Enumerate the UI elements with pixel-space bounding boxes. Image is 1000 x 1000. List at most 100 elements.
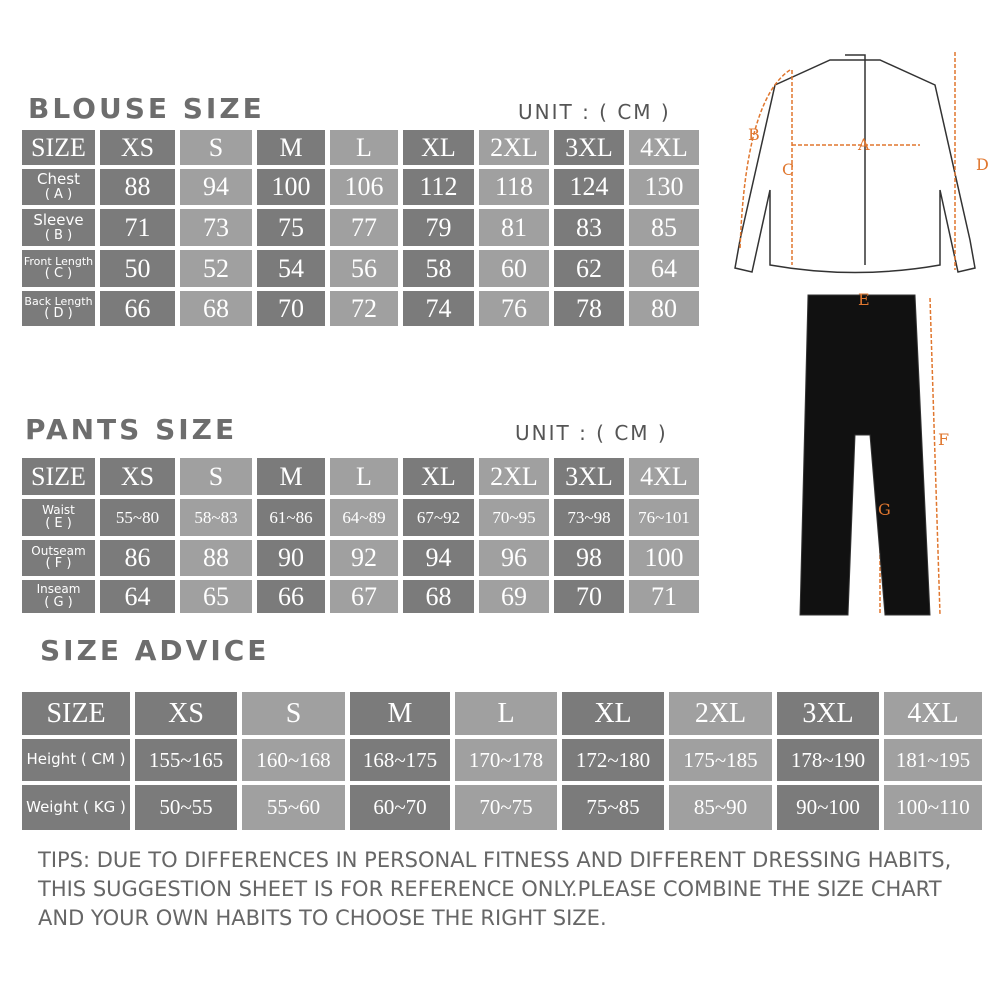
cell-value: 88 bbox=[180, 540, 252, 576]
size-header: 4XL bbox=[629, 458, 699, 495]
cell-value: 130 bbox=[629, 169, 699, 205]
cell-value: 94 bbox=[403, 540, 474, 576]
advice-title: SIZE ADVICE bbox=[40, 634, 270, 667]
measurement-row: Inseam( G ) 64 65 66 67 68 69 70 71 bbox=[22, 580, 699, 613]
cell-value: 168~175 bbox=[350, 739, 450, 781]
label-f: F bbox=[938, 430, 949, 449]
size-label-header: SIZE bbox=[22, 458, 95, 495]
size-header: 4XL bbox=[629, 130, 699, 165]
size-header: XS bbox=[135, 692, 237, 735]
row-label: Waist( E ) bbox=[22, 499, 95, 536]
cell-value: 100~110 bbox=[884, 785, 982, 830]
cell-value: 100 bbox=[257, 169, 325, 205]
cell-value: 178~190 bbox=[777, 739, 879, 781]
tips-text: TIPS: DUE TO DIFFERENCES IN PERSONAL FIT… bbox=[38, 848, 952, 930]
measurement-row: Height ( CM ) 155~165 160~168 168~175 170~17… bbox=[22, 739, 982, 781]
size-header: S bbox=[180, 458, 252, 495]
cell-value: 85 bbox=[629, 209, 699, 246]
cell-value: 112 bbox=[403, 169, 474, 205]
blouse-table: SIZE XS S M L XL 2XL 3XL 4XL Chest( A ) 88 94 100 106… bbox=[17, 126, 704, 330]
cell-value: 67 bbox=[330, 580, 398, 613]
cell-value: 124 bbox=[554, 169, 624, 205]
size-header: 3XL bbox=[554, 458, 624, 495]
cell-value: 73~98 bbox=[554, 499, 624, 536]
cell-value: 71 bbox=[629, 580, 699, 613]
row-label-text: Front Length bbox=[23, 254, 94, 268]
size-header: 4XL bbox=[884, 692, 982, 735]
cell-value: 58~83 bbox=[180, 499, 252, 536]
size-header: XS bbox=[100, 130, 175, 165]
row-label-text: Sleeve bbox=[33, 210, 84, 229]
cell-value: 69 bbox=[479, 580, 549, 613]
measurement-row: Chest( A ) 88 94 100 106 112 118 124 130 bbox=[22, 169, 699, 205]
cell-value: 160~168 bbox=[242, 739, 345, 781]
label-g: G bbox=[878, 500, 891, 519]
cell-value: 118 bbox=[479, 169, 549, 205]
header-row: SIZE XS S M L XL 2XL 3XL 4XL bbox=[22, 692, 982, 735]
cell-value: 58 bbox=[403, 250, 474, 287]
measurement-row: Outseam( F ) 86 88 90 92 94 96 98 100 bbox=[22, 540, 699, 576]
measurement-row: Sleeve( B ) 71 73 75 77 79 81 83 85 bbox=[22, 209, 699, 246]
row-label: Weight ( KG ) bbox=[22, 785, 130, 830]
cell-value: 81 bbox=[479, 209, 549, 246]
pants-unit: UNIT : ( CM ) bbox=[515, 421, 668, 445]
size-header: 3XL bbox=[777, 692, 879, 735]
size-label-header: SIZE bbox=[22, 130, 95, 165]
size-label-header: SIZE bbox=[22, 692, 130, 735]
cell-value: 67~92 bbox=[403, 499, 474, 536]
jersey-drawing bbox=[734, 54, 976, 274]
blouse-unit: UNIT : ( CM ) bbox=[518, 100, 671, 124]
row-label: Chest( A ) bbox=[22, 169, 95, 205]
measurement-row: Waist( E ) 55~80 58~83 61~86 64~89 67~92 70~95… bbox=[22, 499, 699, 536]
cell-value: 55~80 bbox=[100, 499, 175, 536]
cell-value: 175~185 bbox=[669, 739, 772, 781]
cell-value: 98 bbox=[554, 540, 624, 576]
cell-value: 54 bbox=[257, 250, 325, 287]
row-label-text: Chest bbox=[37, 170, 80, 189]
cell-value: 80 bbox=[629, 291, 699, 326]
cell-value: 75 bbox=[257, 209, 325, 246]
cell-value: 172~180 bbox=[562, 739, 664, 781]
pants-drawing bbox=[799, 294, 931, 616]
garment-diagram: B C A D E F G bbox=[734, 52, 989, 616]
size-header: M bbox=[257, 130, 325, 165]
row-label: Front Length( C ) bbox=[22, 250, 95, 287]
cell-value: 181~195 bbox=[884, 739, 982, 781]
size-header: 2XL bbox=[669, 692, 772, 735]
row-code: ( G ) bbox=[44, 594, 73, 610]
cell-value: 86 bbox=[100, 540, 175, 576]
row-label: Outseam( F ) bbox=[22, 540, 95, 576]
cell-value: 70~75 bbox=[455, 785, 557, 830]
size-header: 2XL bbox=[479, 458, 549, 495]
size-header: XL bbox=[403, 130, 474, 165]
blouse-title: BLOUSE SIZE bbox=[28, 92, 265, 125]
cell-value: 88 bbox=[100, 169, 175, 205]
label-a: A bbox=[857, 135, 870, 154]
measurement-row: Back Length( D ) 66 68 70 72 74 76 78 80 bbox=[22, 291, 699, 326]
cell-value: 60 bbox=[479, 250, 549, 287]
row-label-text: Inseam bbox=[36, 582, 81, 597]
header-row: SIZE XS S M L XL 2XL 3XL 4XL bbox=[22, 458, 699, 495]
row-label-text: Weight ( KG ) bbox=[26, 797, 126, 816]
cell-value: 70 bbox=[554, 580, 624, 613]
cell-value: 74 bbox=[403, 291, 474, 326]
pants-table: SIZE XS S M L XL 2XL 3XL 4XL Waist( E ) 55~80 58~83… bbox=[17, 454, 704, 617]
cell-value: 68 bbox=[180, 291, 252, 326]
size-header: 2XL bbox=[479, 130, 549, 165]
cell-value: 64~89 bbox=[330, 499, 398, 536]
row-code: ( C ) bbox=[44, 266, 73, 282]
row-label: Sleeve( B ) bbox=[22, 209, 95, 246]
size-header: M bbox=[257, 458, 325, 495]
cell-value: 79 bbox=[403, 209, 474, 246]
cell-value: 64 bbox=[629, 250, 699, 287]
advice-table: SIZE XS S M L XL 2XL 3XL 4XL Height ( CM ) 155~165… bbox=[17, 688, 987, 834]
size-header: S bbox=[242, 692, 345, 735]
row-code: ( F ) bbox=[45, 556, 72, 572]
cell-value: 77 bbox=[330, 209, 398, 246]
cell-value: 68 bbox=[403, 580, 474, 613]
size-header: 3XL bbox=[554, 130, 624, 165]
label-b: B bbox=[748, 125, 760, 144]
row-code: ( E ) bbox=[45, 515, 72, 531]
cell-value: 62 bbox=[554, 250, 624, 287]
cell-value: 92 bbox=[330, 540, 398, 576]
